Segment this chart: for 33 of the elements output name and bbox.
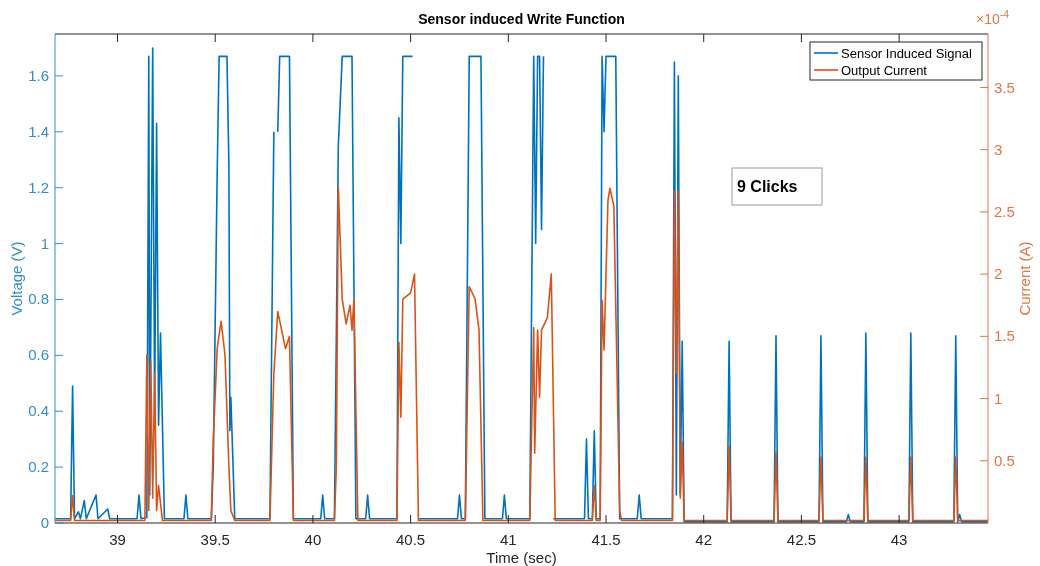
y-tick-label: 0	[40, 514, 49, 531]
y-tick-label: 0.4	[28, 402, 49, 420]
y2-tick-label: 3.5	[994, 78, 1015, 96]
y-tick-label: 0.6	[28, 346, 49, 364]
y2-tick-label: 3	[994, 140, 1003, 158]
y2-axis-title: Current (A)	[1016, 241, 1033, 316]
chart-title: Sensor induced Write Function	[418, 11, 625, 27]
x-axis-title: Time (sec)	[486, 549, 557, 566]
legend-label: Output Current	[841, 63, 928, 78]
x-tick-label: 42.5	[786, 531, 816, 548]
x-tick-label: 39	[109, 531, 126, 548]
x-tick-label: 41	[499, 531, 517, 548]
x-tick-label: 42	[695, 531, 713, 548]
y-axis-title: Voltage (V)	[8, 241, 25, 316]
y-tick-label: 1.6	[28, 66, 49, 84]
y2-tick-label: 0.5	[994, 451, 1015, 469]
x-tick-label: 43	[890, 531, 908, 548]
y-tick-label: 0.2	[28, 458, 49, 476]
legend-label: Sensor Induced Signal	[841, 46, 972, 61]
y-tick-label: 0.8	[28, 290, 49, 308]
x-tick-label: 39.5	[200, 531, 230, 548]
y2-tick-label: 2.5	[994, 202, 1015, 220]
y2-tick-label: 1.5	[994, 327, 1015, 345]
y2-tick-label: 1	[994, 389, 1003, 407]
x-tick-label: 40	[304, 531, 322, 548]
y-tick-label: 1	[40, 234, 49, 252]
x-tick-label: 41.5	[591, 531, 621, 548]
annotation: 9 Clicks	[737, 178, 798, 195]
y2-tick-label: 2	[994, 265, 1003, 283]
y-tick-label: 1.2	[28, 178, 49, 196]
y-tick-label: 1.4	[28, 122, 49, 140]
x-tick-label: 40.5	[396, 531, 426, 548]
text: ×10$^{-4}$	[976, 8, 1010, 27]
